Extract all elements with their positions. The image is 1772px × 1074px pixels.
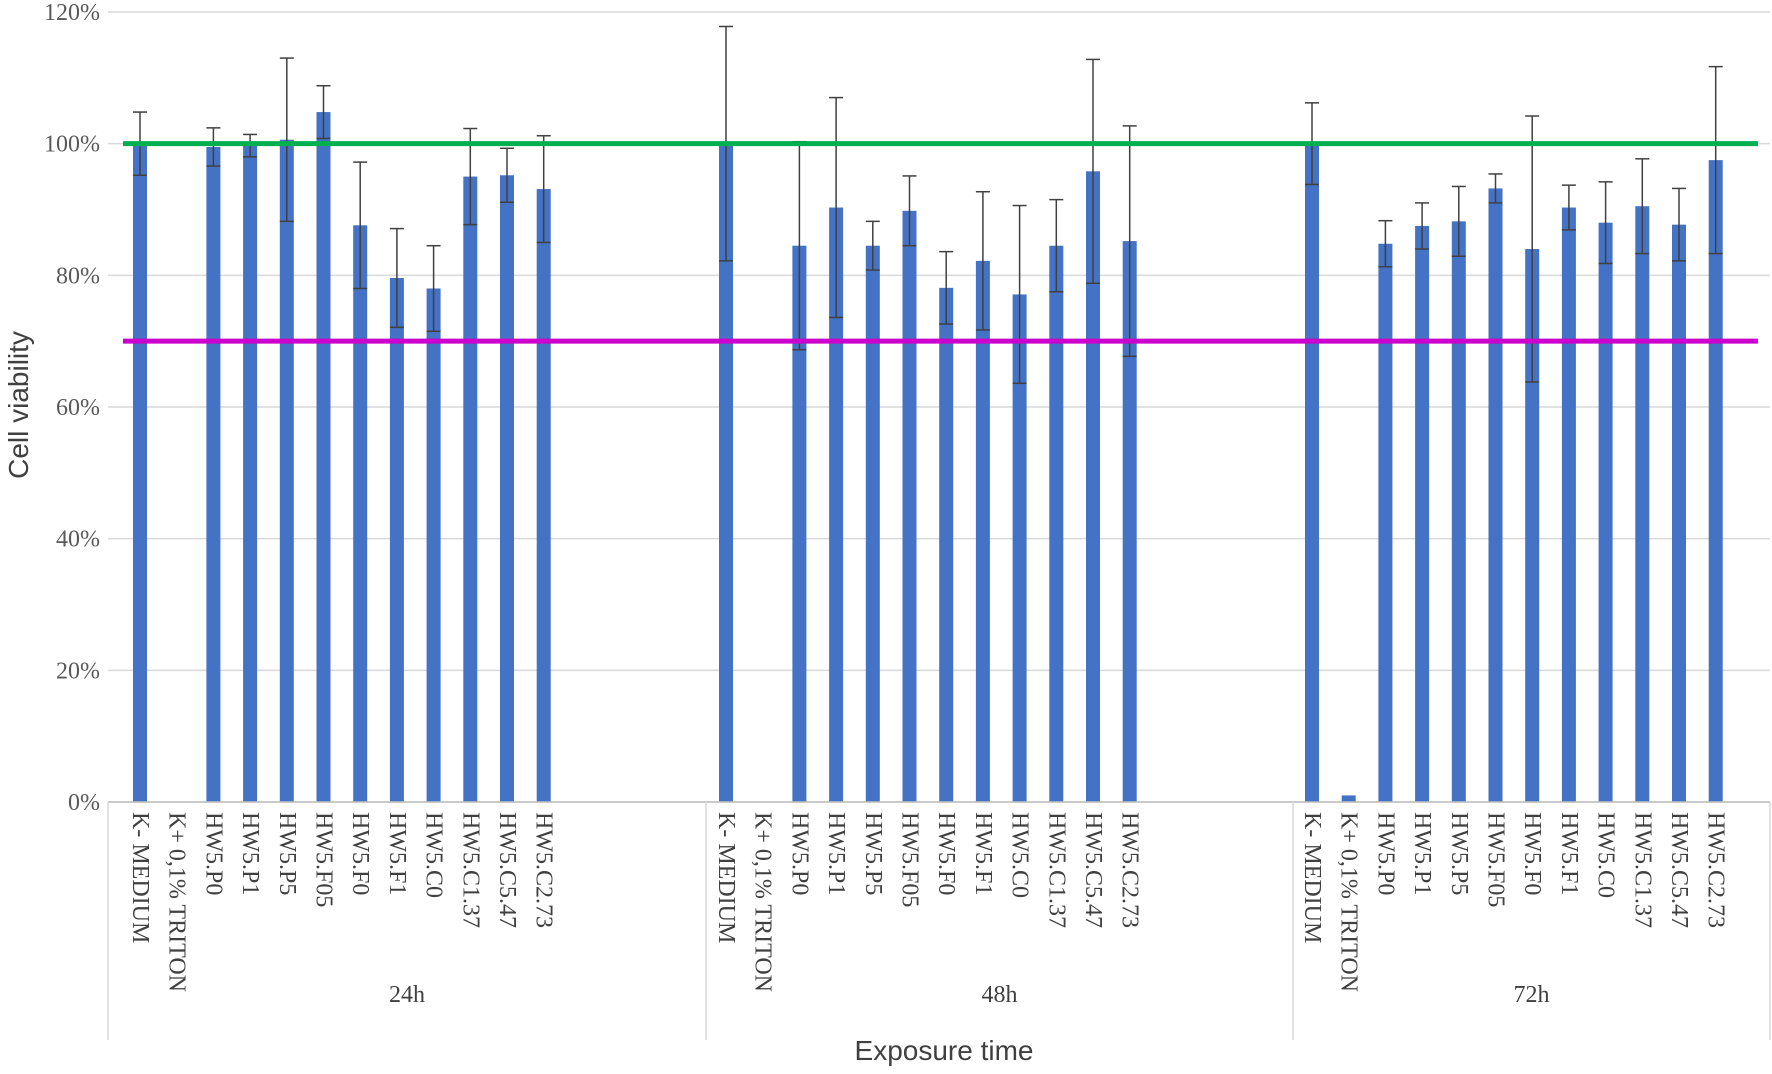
y-axis-tick-labels: 0% 20% 40% 60% 80% 100% 120% — [44, 0, 100, 816]
y-tick-label: 100% — [44, 132, 100, 158]
category-label: K+ 0,1% TRITON — [164, 812, 190, 992]
bar — [1488, 188, 1503, 802]
error-bars — [133, 25, 1723, 385]
reference-lines — [123, 141, 1758, 344]
group-label: 24h — [389, 982, 425, 1008]
y-tick-label: 120% — [44, 0, 100, 26]
bar — [316, 112, 331, 803]
category-label: HW5.F05 — [897, 812, 923, 907]
bar — [829, 207, 844, 802]
category-label: HW5.C0 — [1007, 812, 1033, 898]
category-label: HW5.C1.37 — [457, 812, 483, 928]
group-label: 48h — [982, 982, 1018, 1008]
x-axis-title: Exposure time — [855, 1035, 1034, 1066]
y-tick-label: 20% — [56, 658, 100, 684]
bar — [426, 288, 441, 802]
bar — [1122, 241, 1137, 803]
y-tick-label: 60% — [56, 395, 100, 421]
bar — [719, 143, 733, 802]
category-label: HW5.C1.37 — [1043, 812, 1069, 928]
category-label: HW5.P0 — [200, 812, 226, 895]
bar — [975, 260, 990, 803]
bar — [865, 245, 880, 803]
category-label: HW5.F05 — [1483, 812, 1509, 907]
category-label: HW5.F0 — [347, 812, 373, 895]
bar — [1598, 222, 1613, 802]
category-label: HW5.F1 — [1556, 812, 1582, 895]
category-label: HW5.P1 — [237, 812, 263, 895]
category-label: HW5.C2.73 — [1117, 812, 1143, 928]
category-labels: K- MEDIUM K+ 0,1% TRITON HW5.P0 HW5.P1 HW5.P… — [127, 812, 1729, 992]
category-label: HW5.P0 — [1372, 812, 1398, 895]
category-label: HW5.P5 — [274, 812, 300, 895]
category-label: HW5.C0 — [1593, 812, 1619, 898]
bar — [279, 139, 294, 802]
category-label: HW5.F1 — [970, 812, 996, 895]
category-label: HW5.F1 — [384, 812, 410, 895]
y-tick-label: 40% — [56, 527, 100, 553]
group-label: 72h — [1514, 982, 1550, 1008]
category-label: HW5.C0 — [421, 812, 447, 898]
bar — [1305, 143, 1319, 802]
category-label: HW5.P5 — [1446, 812, 1472, 895]
group-labels: 24h 48h 72h — [389, 982, 1550, 1008]
category-label: K+ 0,1% TRITON — [750, 812, 776, 992]
bar — [1561, 207, 1576, 802]
bar — [1451, 221, 1466, 803]
category-label: K- MEDIUM — [127, 812, 153, 943]
bar — [353, 225, 368, 803]
bar — [1415, 225, 1430, 803]
category-label: HW5.C5.47 — [1666, 812, 1692, 928]
category-label: HW5.P5 — [860, 812, 886, 895]
bar — [1525, 249, 1540, 802]
x-axis — [107, 801, 1771, 1040]
category-label: HW5.C5.47 — [1080, 812, 1106, 928]
bar — [243, 145, 258, 802]
bar — [1672, 224, 1686, 802]
bar — [1635, 206, 1650, 803]
bar — [536, 189, 551, 802]
category-label: HW5.P1 — [823, 812, 849, 895]
bar — [902, 210, 917, 803]
bar — [1708, 160, 1723, 802]
bar — [1378, 243, 1393, 802]
bar — [1012, 294, 1027, 802]
category-label: HW5.P1 — [1409, 812, 1435, 895]
category-label: HW5.F0 — [933, 812, 959, 895]
bar — [792, 245, 807, 803]
bar — [389, 277, 404, 802]
bar — [500, 175, 514, 802]
category-label: K- MEDIUM — [713, 812, 739, 943]
category-label: K- MEDIUM — [1299, 812, 1325, 943]
category-label: HW5.C1.37 — [1629, 812, 1655, 928]
bar — [463, 176, 478, 803]
bar — [1086, 171, 1100, 803]
bar — [1049, 245, 1064, 803]
bars — [133, 112, 1723, 803]
category-label: HW5.F0 — [1519, 812, 1545, 895]
category-label: HW5.F05 — [311, 812, 337, 907]
category-label: K+ 0,1% TRITON — [1336, 812, 1362, 992]
category-label: HW5.P0 — [786, 812, 812, 895]
y-tick-label: 80% — [56, 263, 100, 289]
bar — [939, 287, 954, 802]
category-label: HW5.C5.47 — [494, 812, 520, 928]
category-label: HW5.C2.73 — [1703, 812, 1729, 928]
bar — [133, 143, 147, 802]
bar — [206, 146, 221, 803]
y-axis-title: Cell viability — [3, 331, 34, 479]
bar — [1341, 795, 1356, 802]
y-tick-label: 0% — [68, 790, 100, 816]
category-label: HW5.C2.73 — [531, 812, 557, 928]
